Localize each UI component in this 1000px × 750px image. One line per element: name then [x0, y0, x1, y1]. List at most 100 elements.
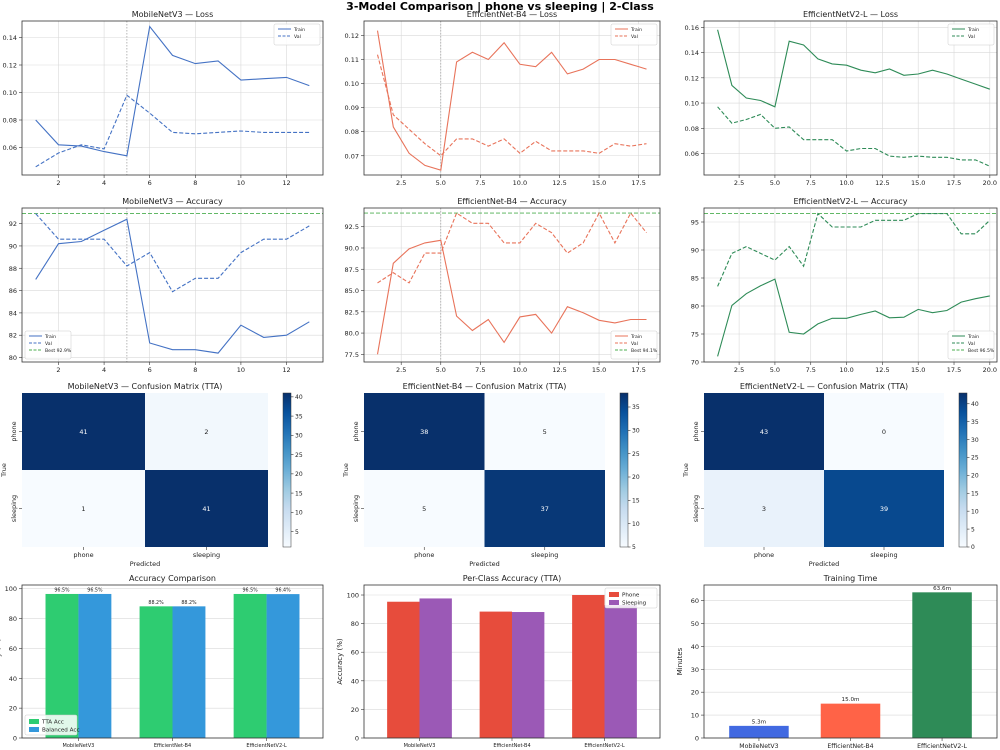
- y-tick-label: 88: [9, 265, 17, 273]
- heatmap-cell-value: 1: [81, 505, 85, 513]
- series-line-train: [376, 30, 647, 171]
- heatmap-cell: [704, 470, 824, 547]
- bar-sleeping: [512, 612, 545, 738]
- x-tick-label: 17.5: [631, 179, 645, 187]
- colorbar: [282, 392, 292, 548]
- colorbar-tick-label: 40: [971, 401, 979, 408]
- legend-swatch: [609, 600, 619, 605]
- x-tick-label: 12.5: [875, 179, 889, 187]
- chart-acc-comp: 0 20 40 60 80 100 Accuracy (%) MobileNetV3 Effic…: [0, 574, 324, 749]
- x-tick-label: EfficientNetV2-L: [246, 743, 287, 749]
- chart-b4-loss: 2.5 5.0 7.5 10.0 12.5 15.0 17.5 0.07 0.08 0.09 0.1…: [345, 10, 661, 187]
- series-line-val: [717, 212, 991, 287]
- x-tick-label: 12.5: [875, 366, 889, 374]
- series-line-train: [35, 25, 310, 157]
- y-tick-label: 40: [351, 677, 359, 685]
- chart-title: EfficientNetV2-L — Loss: [803, 10, 898, 19]
- y-tick-label: 20: [9, 705, 17, 713]
- x-tick-label: EfficientNetV2-L: [584, 743, 625, 749]
- chart-per-class: 0 20 40 60 80 100 Accuracy (%) MobileNetV3 Effic…: [336, 574, 661, 749]
- colorbar-tick-label: 10: [295, 510, 303, 517]
- x-tick-label: 15.0: [911, 366, 925, 374]
- bar-value-label: 96.4%: [275, 588, 291, 594]
- y-tick-label: 80: [9, 615, 17, 623]
- series-line-train: [376, 239, 647, 355]
- y-tick-label: 84: [9, 309, 17, 317]
- bar-value-label: 5.3m: [752, 719, 766, 725]
- heatmap-cell-value: 5: [422, 505, 426, 513]
- bar-value-label: 96.5%: [54, 587, 70, 593]
- legend-label: Best 92.9%: [45, 348, 72, 354]
- colorbar-tick-label: 25: [295, 452, 303, 459]
- axes-frame: [703, 20, 998, 176]
- y-tick-label: 77.5: [345, 351, 359, 359]
- y-tick-label: 0.09: [345, 104, 359, 112]
- x-tick-label: EfficientNet-B4: [154, 743, 191, 749]
- x-tick-label: MobileNetV3: [404, 743, 436, 749]
- legend-label: Val: [631, 341, 638, 347]
- legend-label: Best 96.5%: [968, 348, 995, 354]
- heatmap-cell-value: 3: [762, 505, 766, 513]
- colorbar-tick-label: 30: [295, 433, 303, 440]
- y-tick-label: 0: [13, 735, 17, 743]
- chart-title: Per-Class Accuracy (TTA): [463, 574, 562, 583]
- bar-tta-acc: [233, 593, 267, 738]
- y-tick-label: 40: [691, 643, 699, 651]
- x-tick-label: 6: [148, 366, 152, 374]
- colorbar-tick-label: 25: [971, 455, 979, 462]
- legend-label: Val: [45, 341, 52, 347]
- x-tick-label: 5.0: [770, 366, 780, 374]
- bar-phone: [572, 595, 605, 738]
- series-line-train: [717, 278, 990, 357]
- bar-balanced-acc: [78, 593, 112, 738]
- x-tick-label: phone: [754, 551, 774, 559]
- chart-mnv3-loss: 2 4 6 8 10 12 0.06 0.08 0.10 0.12 0.14 MobileNetV3 …: [3, 10, 324, 187]
- y-tick-label: 80: [9, 354, 17, 362]
- y-tick-label: 0.07: [345, 152, 359, 160]
- y-tick-label: 0.12: [345, 32, 359, 40]
- colorbar-tick-label: 35: [295, 413, 303, 420]
- y-tick-label: sleeping: [352, 495, 360, 522]
- colorbar-tick-label: 40: [295, 394, 303, 401]
- series-line-train: [35, 218, 310, 354]
- bar-phone: [479, 611, 512, 738]
- bar-training-time: [820, 703, 881, 738]
- y-tick-label: sleeping: [692, 495, 700, 522]
- y-tick-label: 100: [347, 592, 359, 600]
- x-tick-label: 12: [282, 366, 290, 374]
- legend-label: Phone: [622, 593, 640, 599]
- legend-label: Val: [968, 341, 975, 347]
- x-tick-label: 10: [237, 179, 245, 187]
- legend-label: Val: [968, 34, 975, 40]
- y-tick-label: 0.10: [685, 100, 699, 108]
- legend-box: [947, 330, 995, 360]
- axes-frame: [703, 207, 998, 363]
- x-tick-label: 7.5: [475, 179, 485, 187]
- x-tick-label: 2.5: [396, 366, 406, 374]
- bar-value-label: 96.5%: [242, 587, 258, 593]
- x-axis-label: Predicted: [809, 560, 840, 568]
- heatmap-cell: [484, 470, 605, 547]
- legend-label: Train: [967, 27, 979, 33]
- colorbar-tick-label: 0: [971, 544, 975, 551]
- x-axis-label: Predicted: [130, 560, 161, 568]
- x-tick-label: 15.0: [592, 366, 606, 374]
- legend-label: Train: [630, 334, 642, 340]
- x-tick-label: 10: [237, 366, 245, 374]
- y-tick-label: 82: [9, 332, 17, 340]
- y-tick-label: 87.5: [345, 266, 359, 274]
- x-tick-label: 15.0: [911, 179, 925, 187]
- heatmap-cell: [145, 393, 268, 470]
- heatmap-cell: [704, 393, 824, 470]
- colorbar-tick-label: 30: [971, 437, 979, 444]
- x-tick-label: EfficientNet-B4: [827, 743, 873, 750]
- colorbar-tick-label: 15: [632, 498, 640, 505]
- x-tick-label: 12.5: [552, 179, 566, 187]
- y-axis-label: Accuracy (%): [336, 638, 344, 685]
- bar-balanced-acc: [266, 594, 300, 738]
- y-tick-label: 40: [9, 675, 17, 683]
- series-line-train: [717, 29, 990, 108]
